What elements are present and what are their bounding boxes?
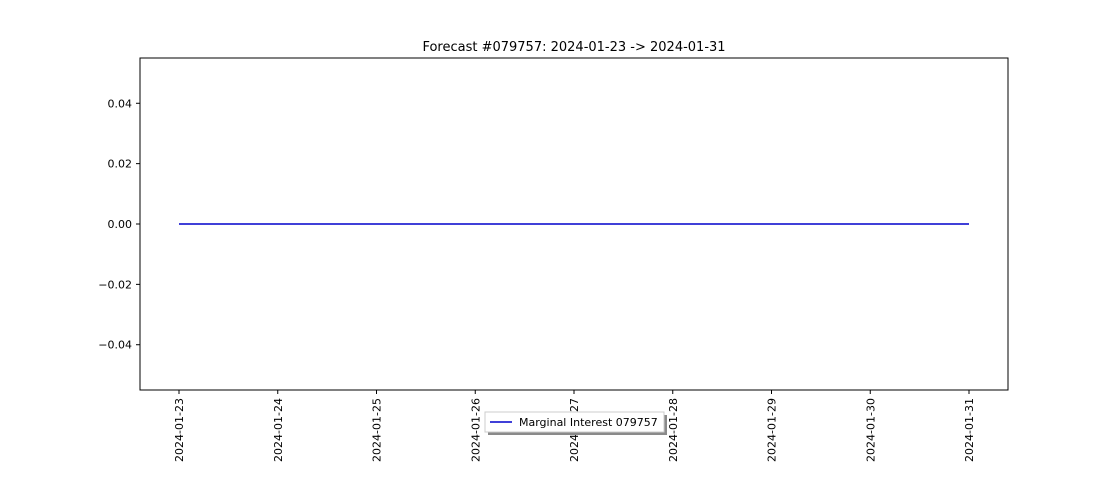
legend-label: Marginal Interest 079757 <box>519 416 658 429</box>
y-tick-label: 0.00 <box>108 218 133 231</box>
y-tick-label: −0.02 <box>98 278 132 291</box>
x-tick-label: 2024-01-25 <box>371 398 384 462</box>
x-tick-label: 2024-01-28 <box>667 398 680 462</box>
x-tick-label: 2024-01-30 <box>864 398 877 462</box>
x-tick-label: 2024-01-26 <box>469 398 482 462</box>
y-tick-label: −0.04 <box>98 339 132 352</box>
x-tick-label: 2024-01-23 <box>173 398 186 462</box>
x-tick-label: 2024-01-24 <box>272 398 285 462</box>
y-tick-label: 0.04 <box>108 97 133 110</box>
x-tick-label: 2024-01-31 <box>963 398 976 462</box>
y-tick-label: 0.02 <box>108 158 133 171</box>
chart-title: Forecast #079757: 2024-01-23 -> 2024-01-… <box>422 40 725 55</box>
legend-box <box>484 411 665 433</box>
y-axis: −0.04 −0.02 0.00 0.02 0.04 <box>98 97 140 352</box>
x-tick-label: 2024-01-29 <box>766 398 779 462</box>
legend: Marginal Interest 079757 <box>484 411 667 435</box>
